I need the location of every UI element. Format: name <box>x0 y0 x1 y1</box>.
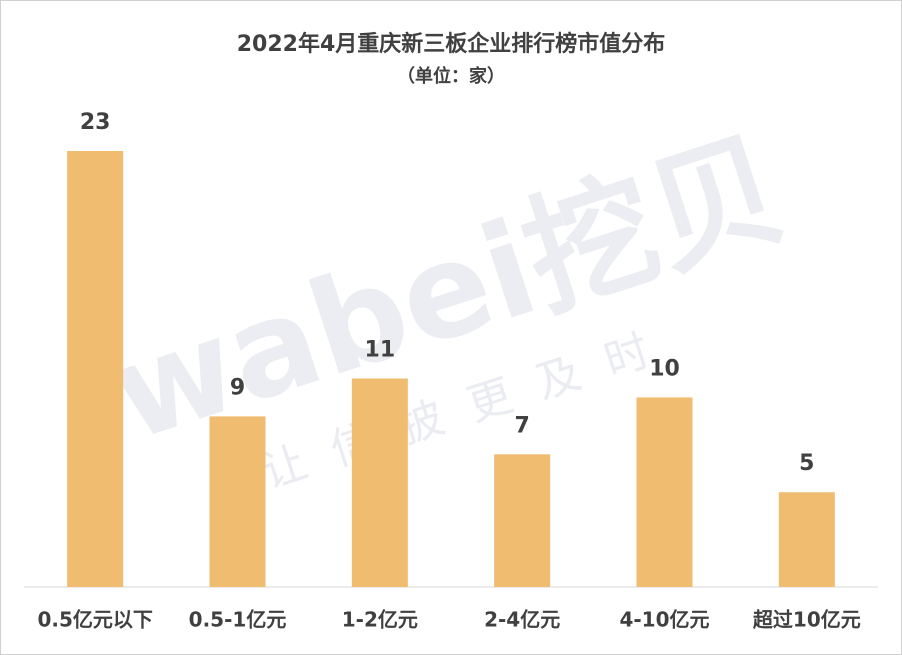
x-tick-label: 0.5亿元以下 <box>37 608 152 632</box>
chart-subtitle: （单位：家） <box>397 65 505 87</box>
x-tick-label: 2-4亿元 <box>484 608 560 632</box>
x-tick-label: 1-2亿元 <box>342 608 418 632</box>
bar <box>209 416 266 587</box>
bar <box>778 492 835 587</box>
chart-title: 2022年4月重庆新三板企业排行榜市值分布 <box>237 31 666 57</box>
value-label: 11 <box>365 337 396 362</box>
value-label: 9 <box>230 375 245 400</box>
x-tick-label: 超过10亿元 <box>752 608 861 632</box>
value-label: 7 <box>515 413 530 438</box>
value-label: 5 <box>799 451 814 476</box>
bar <box>351 378 408 587</box>
value-label: 23 <box>80 110 111 135</box>
x-tick-label: 0.5-1亿元 <box>189 608 287 632</box>
x-tick-label: 4-10亿元 <box>619 608 709 632</box>
value-label: 10 <box>649 356 680 381</box>
bar <box>636 397 693 587</box>
bar <box>494 454 551 587</box>
bar <box>67 151 124 587</box>
